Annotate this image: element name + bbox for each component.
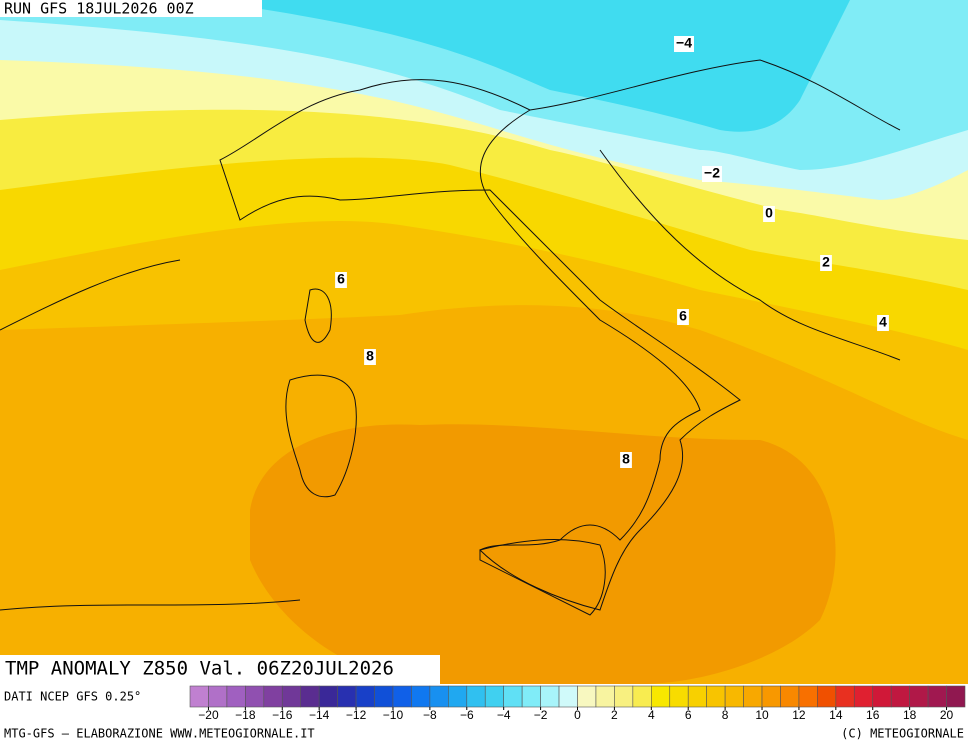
contour-label: 2 (822, 254, 830, 270)
colorbar-box (890, 685, 910, 708)
colorbar-box (927, 685, 947, 708)
colorbar-box (632, 685, 652, 708)
colorbar-tick-label: −16 (272, 708, 293, 722)
colorbar-box (872, 685, 892, 708)
colorbar-box (614, 685, 634, 708)
colorbar-box (411, 685, 431, 708)
colorbar-box (281, 685, 302, 708)
colorbar-tick-label: −18 (235, 708, 256, 722)
colorbar-box (909, 685, 929, 708)
run-label: RUN GFS 18JUL2026 00Z (4, 0, 194, 18)
colorbar-box (853, 685, 874, 708)
colorbar-box (835, 685, 855, 708)
colorbar-box (503, 685, 523, 708)
field (0, 0, 968, 684)
contour-label-bg (877, 315, 889, 331)
colorbar-box (817, 685, 837, 708)
contour-label-bg (763, 206, 775, 222)
colorbar-box (798, 685, 818, 708)
colorbar-tick-label: 10 (755, 708, 769, 722)
run-label-box (0, 0, 262, 17)
colorbar-box (226, 685, 246, 708)
colorbar-box (374, 685, 394, 708)
colorbar-box (208, 685, 228, 708)
colorbar-tick-label: −6 (460, 708, 474, 722)
coastlines (0, 59, 901, 616)
colorbar-box (558, 685, 578, 708)
colorbar-box (724, 685, 744, 708)
contour-label-bg (620, 452, 632, 468)
contour-label-bg (364, 349, 376, 365)
colorbar-box (263, 685, 283, 708)
colorbar-tick-label: −14 (309, 708, 330, 722)
colorbar-box (189, 685, 209, 708)
colorbar-tick-label: 20 (940, 708, 954, 722)
colorbar-box (448, 685, 468, 708)
contour-label-bg (702, 166, 722, 182)
colorbar-box (595, 685, 615, 708)
colorbar-box (355, 685, 375, 708)
footer-left: MTG-GFS — ELABORAZIONE WWW.METEOGIORNALE… (4, 727, 315, 741)
colorbar-box (245, 685, 265, 708)
contour-label: 8 (622, 451, 630, 467)
colorbar-box (743, 685, 763, 708)
contour-label: 6 (679, 308, 687, 324)
colorbar-tick-label: 18 (903, 708, 917, 722)
colorbar-box (687, 685, 707, 708)
colorbar-box (761, 685, 781, 708)
colorbar-tick-label: −10 (383, 708, 404, 722)
colorbar-tick-label: −2 (534, 708, 548, 722)
source-label: DATI NCEP GFS 0.25° (4, 690, 141, 704)
colorbar-box (521, 685, 541, 708)
contour-labels: −4 −2 0 2 4 6 6 8 8 (335, 35, 889, 468)
colorbar-box (484, 685, 504, 708)
colorbar-tick-label: 2 (611, 708, 618, 722)
colorbar-box (706, 685, 726, 708)
colorbar-tick-label: 14 (829, 708, 843, 722)
colorbar-tick-label: 0 (574, 708, 581, 722)
contour-label-bg (677, 309, 689, 325)
colorbar-box (318, 685, 338, 708)
contour-label-bg (335, 272, 347, 288)
colorbar-tick-label: 6 (685, 708, 692, 722)
title-box (0, 655, 440, 684)
colorbar-tick-label: 4 (648, 708, 655, 722)
colorbar-box (392, 685, 412, 708)
contour-label: 0 (765, 205, 773, 221)
contour-label: 8 (366, 348, 374, 364)
colorbar-box (466, 685, 486, 708)
colorbar-tick-label: −8 (423, 708, 437, 722)
contour-label-bg (674, 36, 694, 52)
colorbar-box (669, 685, 689, 708)
colorbar-tick-label: 16 (866, 708, 880, 722)
contour-label: −2 (704, 165, 720, 181)
colorbar-tick-label: −12 (346, 708, 367, 722)
colorbar-box (337, 685, 357, 708)
colorbar-box (651, 685, 671, 708)
colorbar-tick-label: −4 (497, 708, 511, 722)
contour-label: 6 (337, 271, 345, 287)
colorbar-box (780, 685, 800, 708)
map-title: TMP ANOMALY Z850 Val. 06Z20JUL2026 (5, 658, 394, 680)
colorbar-tick-label: 8 (722, 708, 729, 722)
footer-right: (C) METEOGIORNALE (841, 727, 964, 741)
colorbar-box (300, 685, 320, 708)
colorbar-box (577, 685, 597, 708)
colorbar-tick-label: −20 (198, 708, 219, 722)
colorbar-box (946, 685, 966, 708)
colorbar-box (429, 685, 449, 708)
colorbar-box (540, 685, 560, 708)
colorbar: −20 −18 −16 −14 −12 −10 −8 −6 −4 −2 0 2 4 6 8 10 12 14 16 1… (189, 685, 966, 722)
contour-label: −4 (676, 35, 692, 51)
contour-label-bg (820, 255, 832, 271)
colorbar-tick-label: 12 (792, 708, 806, 722)
contour-label: 4 (879, 314, 887, 330)
